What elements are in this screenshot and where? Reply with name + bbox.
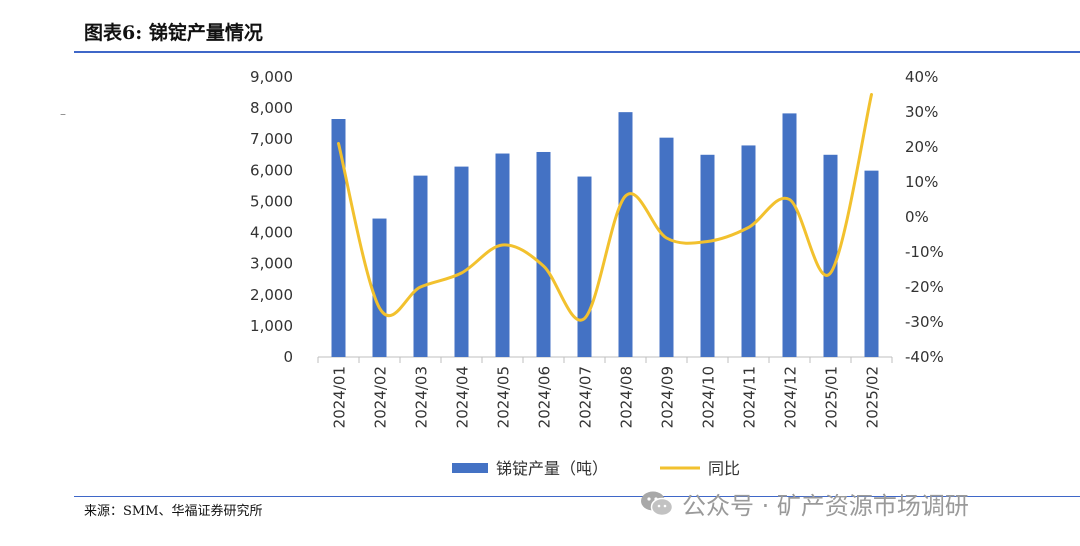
- bar: [577, 176, 592, 357]
- x-axis: 2024/01 2024/02 2024/03 2024/04 2024/05 2024/…: [317, 357, 893, 428]
- legend-bar-label: 锑锭产量（吨）: [496, 459, 608, 478]
- source-note: 来源：SMM、华福证券研究所: [84, 504, 263, 519]
- x-tick-label: 2024/10: [700, 366, 718, 428]
- left-tick-label: 5,000: [250, 192, 293, 210]
- x-tick-label: 2024/05: [495, 366, 513, 428]
- decorative-dash: –: [60, 107, 66, 121]
- bar: [413, 175, 428, 357]
- x-tick-label: 2024/02: [372, 366, 390, 428]
- left-tick-label: 9,000: [250, 68, 293, 86]
- watermark-text: 公众号 · 矿产资源市场调研: [682, 492, 969, 520]
- right-axis: -40% -30% -20% -10% 0% 10% 20% 30% 40%: [905, 68, 944, 366]
- bar: [864, 170, 879, 357]
- right-tick-label: -30%: [905, 313, 944, 331]
- bar: [659, 137, 674, 357]
- bar: [823, 154, 838, 357]
- x-tick-label: 2024/08: [618, 366, 636, 428]
- right-tick-label: -40%: [905, 348, 944, 366]
- bar: [454, 166, 469, 357]
- wechat-icon: [641, 491, 674, 516]
- bar: [741, 145, 756, 357]
- yoy-line: [337, 93, 873, 322]
- left-tick-label: 2,000: [250, 286, 293, 304]
- left-tick-label: 4,000: [250, 224, 293, 242]
- right-tick-label: -20%: [905, 278, 944, 296]
- legend: 锑锭产量（吨） 同比: [452, 459, 740, 478]
- right-tick-label: 0%: [905, 208, 929, 226]
- footer-divider: [74, 496, 1080, 497]
- bar: [495, 153, 510, 357]
- x-tick-label: 2024/06: [536, 366, 554, 428]
- bar: [331, 119, 346, 357]
- right-tick-label: 10%: [905, 173, 938, 191]
- bar: [618, 112, 633, 358]
- legend-line-label: 同比: [708, 459, 740, 478]
- bar: [782, 113, 797, 358]
- x-tick-label: 2024/11: [741, 366, 759, 428]
- x-tick-label: 2025/01: [823, 366, 841, 428]
- bar-series: [331, 112, 879, 358]
- watermark: 公众号 · 矿产资源市场调研: [640, 486, 969, 521]
- x-tick-label: 2024/12: [782, 366, 800, 428]
- x-tick-label: 2025/02: [864, 366, 882, 428]
- left-tick-label: 8,000: [250, 99, 293, 117]
- left-axis: 0 1,000 2,000 3,000 4,000 5,000 6,000 7,000 8,00…: [250, 68, 293, 366]
- left-tick-label: 3,000: [250, 255, 293, 273]
- x-tick-label: 2024/09: [659, 366, 677, 428]
- title-divider: [74, 51, 1080, 53]
- bar: [700, 154, 715, 357]
- right-tick-label: -10%: [905, 243, 944, 261]
- left-tick-label: 6,000: [250, 161, 293, 179]
- x-tick-label: 2024/07: [577, 366, 595, 428]
- left-tick-label: 7,000: [250, 130, 293, 148]
- x-tick-label: 2024/03: [413, 366, 431, 428]
- left-tick-label: 1,000: [250, 317, 293, 335]
- left-tick-label: 0: [283, 348, 293, 366]
- right-tick-label: 40%: [905, 68, 938, 86]
- right-tick-label: 20%: [905, 138, 938, 156]
- legend-bar-swatch: [452, 463, 488, 473]
- bar: [372, 218, 387, 357]
- x-tick-label: 2024/04: [454, 366, 472, 428]
- chart-title: 图表6: 锑锭产量情况: [84, 22, 263, 44]
- bar: [536, 151, 551, 357]
- x-tick-label: 2024/01: [331, 366, 349, 428]
- right-tick-label: 30%: [905, 103, 938, 121]
